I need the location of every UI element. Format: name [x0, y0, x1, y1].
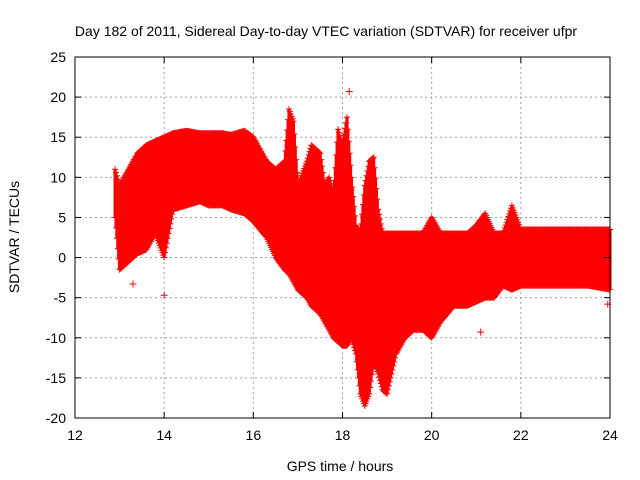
x-tick-label: 24: [602, 427, 618, 443]
x-tick-label: 20: [424, 427, 440, 443]
y-tick-label: 5: [58, 209, 66, 225]
y-tick-label: -5: [54, 290, 67, 306]
x-axis-label: GPS time / hours: [287, 458, 394, 474]
data-point: [368, 371, 375, 378]
data-point: [376, 211, 383, 218]
outlier-point: [477, 328, 485, 336]
data-point: [384, 390, 391, 397]
data-point: [377, 220, 384, 227]
data-point: [113, 172, 120, 179]
y-tick-label: 20: [50, 89, 66, 105]
data-point: [292, 143, 299, 150]
data-point: [350, 193, 357, 200]
plot-area: [112, 87, 613, 409]
data-point: [290, 118, 297, 125]
outlier-point: [160, 291, 168, 299]
data-point: [318, 163, 325, 170]
data-point: [351, 203, 358, 210]
data-point: [169, 211, 176, 218]
data-point: [335, 126, 342, 133]
data-point: [319, 169, 326, 176]
data-point: [114, 175, 121, 182]
data-point: [164, 235, 171, 242]
data-point: [165, 230, 172, 237]
data-point: [374, 195, 381, 202]
data-point: [161, 254, 168, 261]
y-tick-label: -15: [46, 370, 66, 386]
axis-ticks: 12 14 16 18 20 22 24 -20 -15 -10 -5 0 5 10 15 20 25: [46, 49, 618, 443]
data-point: [167, 220, 174, 227]
x-tick-label: 22: [513, 427, 529, 443]
data-point: [344, 126, 351, 133]
data-point: [163, 240, 170, 247]
y-axis-label: SDTVAR / TECUs: [6, 181, 22, 293]
data-point: [368, 378, 375, 385]
data-point: [370, 154, 377, 161]
data-point: [112, 166, 119, 173]
data-point: [389, 366, 396, 373]
data-point: [162, 244, 169, 251]
data-point: [387, 374, 394, 381]
x-tick-label: 12: [67, 427, 83, 443]
data-point: [391, 358, 398, 365]
data-point: [348, 174, 355, 181]
x-tick-label: 14: [156, 427, 172, 443]
data-point: [336, 132, 343, 139]
chart-title: Day 182 of 2011, Sidereal Day-to-day VTE…: [75, 23, 577, 39]
y-tick-label: 15: [50, 129, 66, 145]
data-point: [367, 384, 374, 391]
outlier-point: [345, 87, 353, 95]
data-point: [384, 386, 391, 393]
y-tick-label: -20: [46, 410, 66, 426]
data-point: [291, 131, 298, 138]
data-point: [376, 216, 383, 223]
data-point: [372, 175, 379, 182]
data-point: [371, 164, 378, 171]
x-tick-label: 16: [246, 427, 262, 443]
data-point: [343, 114, 350, 121]
data-point: [166, 225, 173, 232]
data-point: [113, 169, 120, 176]
data-point: [386, 378, 393, 385]
data-point: [293, 156, 300, 163]
data-point: [168, 216, 175, 223]
data-point: [375, 206, 382, 213]
data-point: [317, 150, 324, 157]
data-point: [347, 162, 354, 169]
data-point: [162, 249, 169, 256]
data-point: [349, 183, 356, 190]
data-point: [346, 150, 353, 157]
data-point: [351, 212, 358, 219]
y-tick-label: 25: [50, 49, 66, 65]
data-point: [390, 362, 397, 369]
data-point: [366, 390, 373, 397]
y-tick-label: -10: [46, 330, 66, 346]
data-point: [392, 354, 399, 361]
y-tick-label: 0: [58, 250, 66, 266]
y-tick-label: 10: [50, 169, 66, 185]
data-point: [378, 225, 385, 232]
data-point: [326, 174, 333, 181]
data-point: [388, 370, 395, 377]
x-tick-label: 18: [335, 427, 351, 443]
data-point: [345, 138, 352, 145]
data-point: [294, 169, 301, 176]
data-point: [385, 382, 392, 389]
data-point: [373, 185, 380, 192]
outlier-point: [129, 280, 137, 288]
data-point: [335, 129, 342, 136]
data-point: [318, 156, 325, 163]
